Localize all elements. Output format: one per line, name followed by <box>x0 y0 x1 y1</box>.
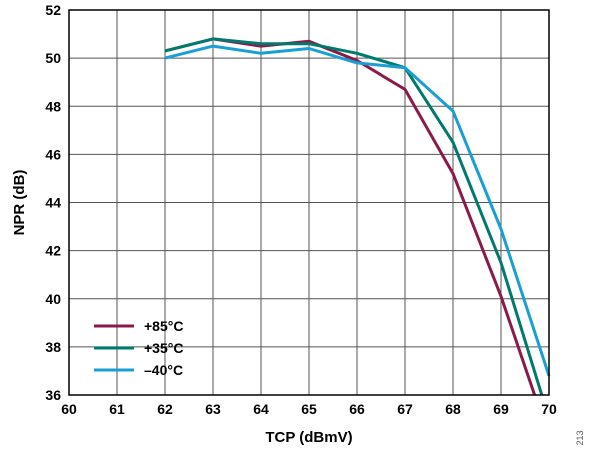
y-tick-label: 48 <box>45 98 61 114</box>
legend-label: –40°C <box>144 362 183 378</box>
y-tick-label: 36 <box>45 387 61 403</box>
y-tick-label: 44 <box>45 195 61 211</box>
x-tick-label: 68 <box>445 401 461 417</box>
x-axis-label: TCP (dBmV) <box>265 429 352 446</box>
x-tick-label: 63 <box>205 401 221 417</box>
x-tick-label: 61 <box>109 401 125 417</box>
y-tick-label: 40 <box>45 291 61 307</box>
series-line-2 <box>164 44 551 377</box>
y-tick-label: 50 <box>45 50 61 66</box>
x-tick-label: 70 <box>541 401 557 417</box>
plot-frame <box>68 9 550 396</box>
series-lines <box>164 37 551 396</box>
x-tick-label: 64 <box>253 401 269 417</box>
series-line-1 <box>164 37 544 396</box>
figure-id: 213 <box>575 430 585 445</box>
legend-label: +85°C <box>144 318 183 334</box>
y-tick-label: 42 <box>45 243 61 259</box>
x-tick-label: 69 <box>493 401 509 417</box>
y-axis-label: NPR (dB) <box>11 170 28 236</box>
y-tick-label: 38 <box>45 339 61 355</box>
y-tick-label: 52 <box>45 2 61 18</box>
x-tick-label: 66 <box>349 401 365 417</box>
x-tick-label: 67 <box>397 401 413 417</box>
y-tick-label: 46 <box>45 146 61 162</box>
x-tick-label: 65 <box>301 401 317 417</box>
tick-labels: 60 61 62 63 64 65 66 67 68 69 70 36 38 40 42 44 46 48 50 52 <box>45 2 557 417</box>
series-line-0 <box>164 37 537 396</box>
x-tick-label: 60 <box>61 401 77 417</box>
x-tick-label: 62 <box>157 401 173 417</box>
legend-label: +35°C <box>144 340 183 356</box>
legend: +85°C +35°C –40°C <box>94 318 183 378</box>
